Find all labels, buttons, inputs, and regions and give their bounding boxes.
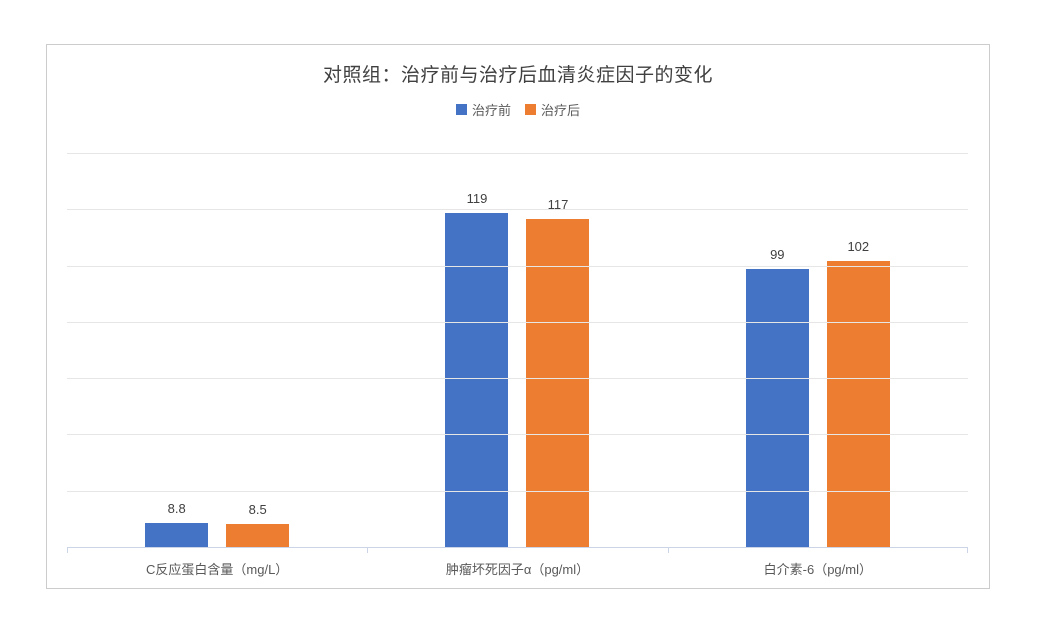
bar-value-label: 102 — [847, 238, 870, 254]
bar-治疗前 — [145, 523, 209, 548]
category-label: 肿瘤坏死因子α（pg/ml） — [445, 562, 590, 577]
bar-治疗后 — [226, 524, 290, 548]
legend-swatch-after — [525, 104, 536, 115]
legend-label-before: 治疗前 — [471, 103, 511, 118]
chart-title: 对照组：治疗前与治疗后血清炎症因子的变化 — [322, 65, 713, 86]
bar-治疗后 — [526, 218, 590, 548]
category-label: C反应蛋白含量（mg/L） — [146, 562, 289, 577]
bar-group: 99 102 — [668, 154, 968, 548]
bar-groups: 8.8 8.5 119 117 99 102 — [67, 154, 968, 548]
bar-wrap: 99 — [745, 247, 809, 548]
legend-label-after: 治疗后 — [541, 103, 581, 118]
axis-tick — [967, 548, 968, 553]
axis-tick — [667, 548, 669, 553]
bar-wrap: 8.5 — [226, 502, 290, 548]
legend-item-after: 治疗后 — [525, 100, 580, 119]
gridline — [67, 434, 968, 436]
bar-value-label: 8.5 — [248, 502, 267, 518]
bar-治疗前 — [745, 269, 809, 548]
category-axis-labels: C反应蛋白含量（mg/L） 肿瘤坏死因子α（pg/ml） 白介素-6（pg/ml） — [67, 559, 968, 578]
category-label: 白介素-6（pg/ml） — [763, 562, 872, 577]
x-axis-line — [67, 547, 968, 548]
bar-wrap: 119 — [445, 191, 509, 548]
bar-wrap: 102 — [826, 238, 890, 548]
axis-tick — [367, 548, 369, 553]
plot-area: 8.8 8.5 119 117 99 102 — [67, 153, 968, 553]
gridline — [67, 378, 968, 380]
bar-value-label: 119 — [466, 191, 488, 207]
bar-value-label: 8.8 — [167, 501, 186, 517]
gridline — [67, 153, 968, 154]
bar-wrap: 117 — [526, 196, 590, 548]
legend: 治疗前 治疗后 — [47, 100, 989, 119]
bar-group: 8.8 8.5 — [67, 154, 367, 548]
gridline — [67, 265, 968, 267]
bar-value-label: 99 — [770, 247, 785, 263]
bar-治疗前 — [445, 213, 509, 548]
gridline — [67, 209, 968, 211]
gridline — [67, 321, 968, 323]
bar-治疗后 — [826, 260, 890, 548]
gridline — [67, 490, 968, 492]
bar-value-label: 117 — [547, 196, 569, 212]
bar-wrap: 8.8 — [145, 501, 209, 548]
legend-item-before: 治疗前 — [455, 100, 511, 119]
legend-swatch-before — [455, 104, 467, 115]
axis-tick — [67, 548, 68, 553]
chart-container: 对照组：治疗前与治疗后血清炎症因子的变化 治疗前 治疗后 8.8 8.5 119 11… — [46, 44, 990, 589]
bar-group: 119 117 — [367, 154, 667, 548]
